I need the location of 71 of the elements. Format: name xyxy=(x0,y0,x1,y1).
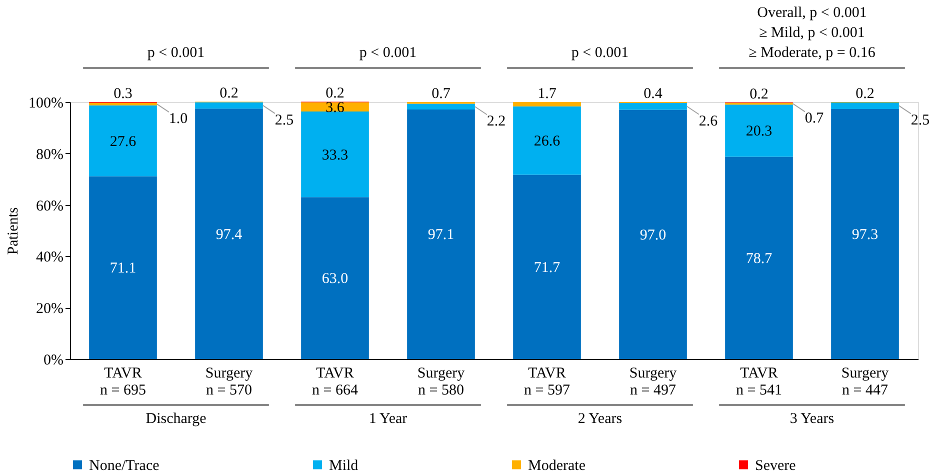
y-axis-title: Patients xyxy=(6,207,22,255)
data-label: 97.4 xyxy=(216,226,243,243)
data-label: 2.5 xyxy=(910,112,930,129)
text: Discharge xyxy=(146,411,207,427)
data-label: 71.1 xyxy=(110,260,136,277)
data-label: 2.5 xyxy=(274,112,294,128)
x-tick-label: TAVR n = 597 xyxy=(524,366,570,398)
text: Overall, p < 0.001 ≥ Mild, p < 0.001 ≥ Moderate, p = 0.16 xyxy=(748,5,876,61)
x-tick-label: Surgery n = 497 xyxy=(629,366,678,398)
data-label: 0.4 xyxy=(644,86,663,102)
data-label: 0.2 xyxy=(750,86,768,102)
data-label: 1.0 xyxy=(168,111,188,128)
data-label: 2.2 xyxy=(486,114,506,130)
data-label: 0.2 xyxy=(326,86,344,102)
y-tick-label: 40% xyxy=(36,250,64,266)
bar xyxy=(513,106,581,175)
data-label: 63.0 xyxy=(322,271,348,288)
data-label: 71.7 xyxy=(534,260,561,276)
text: 2 Years xyxy=(578,411,622,427)
data-label: 97.0 xyxy=(640,227,666,244)
text: p < 0.001 xyxy=(571,45,629,61)
text: 1 Year xyxy=(368,411,408,427)
data-label: 0.3 xyxy=(114,86,132,102)
bar xyxy=(831,108,899,359)
x-tick-label: Surgery n = 447 xyxy=(841,366,890,398)
y-tick-label: 20% xyxy=(36,301,64,318)
x-tick-label: Surgery n = 580 xyxy=(417,366,466,398)
bar xyxy=(831,102,899,109)
bar xyxy=(619,103,687,110)
x-tick-label: TAVR n = 664 xyxy=(312,366,358,398)
legend-label: Severe xyxy=(755,458,796,474)
bar xyxy=(725,156,793,359)
data-label: 0.7 xyxy=(804,110,824,127)
legend-label: None/Trace xyxy=(89,458,160,474)
bar xyxy=(513,174,581,359)
text: 3 Years xyxy=(790,411,834,427)
data-label: 1.7 xyxy=(538,86,557,102)
y-tick-label: 0% xyxy=(44,352,64,368)
legend-label: Mild xyxy=(329,458,359,474)
bar xyxy=(89,105,157,176)
x-tick-label: Surgery n = 570 xyxy=(205,366,254,398)
bar xyxy=(195,108,263,359)
data-label: 97.3 xyxy=(852,226,878,243)
bar xyxy=(619,110,687,359)
x-tick-label: TAVR n = 695 xyxy=(100,366,146,398)
data-label: 33.3 xyxy=(322,147,348,164)
x-tick-label: TAVR n = 541 xyxy=(736,366,782,398)
bar xyxy=(301,197,369,359)
data-label: 97.1 xyxy=(428,227,454,244)
bar xyxy=(89,176,157,359)
bar xyxy=(407,109,475,359)
data-label: 0.7 xyxy=(432,86,451,102)
bar xyxy=(407,104,475,110)
y-tick-label: 60% xyxy=(36,198,64,214)
y-tick-label: 80% xyxy=(36,146,64,163)
text: p < 0.001 xyxy=(147,45,205,61)
text: p < 0.001 xyxy=(359,45,417,61)
bar xyxy=(725,104,793,157)
legend-label: Moderate xyxy=(528,458,586,474)
data-label: 20.3 xyxy=(746,124,772,140)
bar xyxy=(89,102,157,106)
data-label: 0.2 xyxy=(856,86,874,102)
data-label: 27.6 xyxy=(110,134,137,150)
data-label: 0.2 xyxy=(220,86,238,102)
y-tick-label: 100% xyxy=(28,96,64,112)
data-label: 26.6 xyxy=(534,134,561,150)
bar xyxy=(513,102,581,106)
bar xyxy=(301,112,369,198)
data-label: 2.6 xyxy=(698,113,718,130)
bar xyxy=(195,102,263,109)
data-label: 78.7 xyxy=(746,250,773,267)
